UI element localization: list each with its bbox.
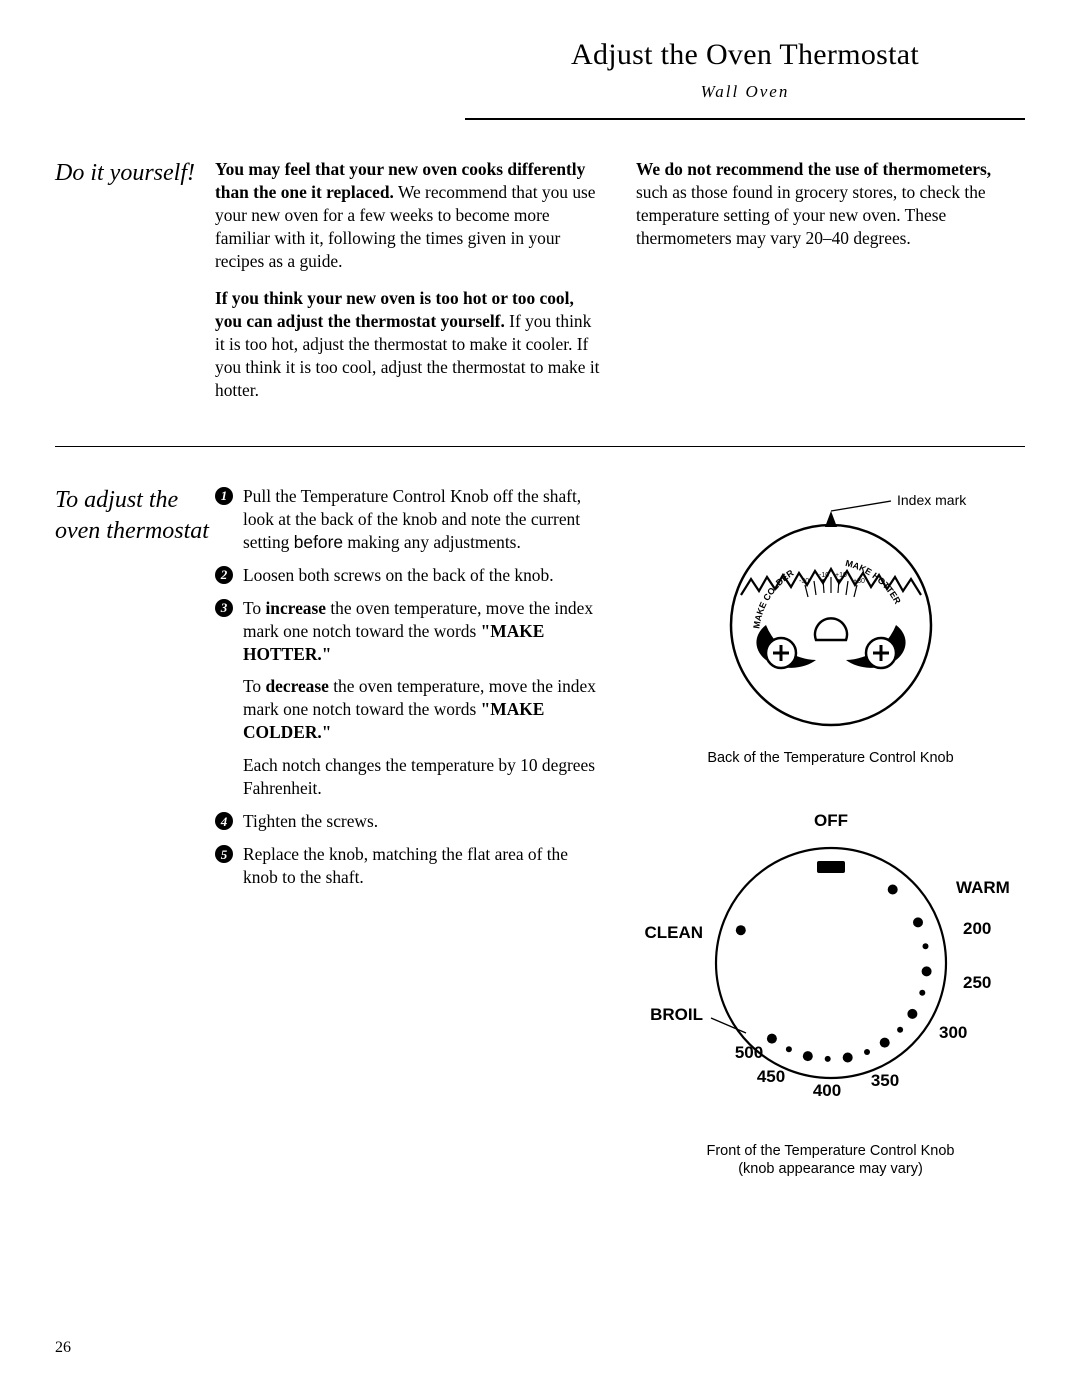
tick-neg10: -10 [819,572,829,579]
step-3: 3 To increase the oven temperature, move… [215,597,604,801]
step-3-num: 3 [215,599,233,617]
step-4: 4 Tighten the screws. [215,810,604,833]
step-3b-b1: decrease [265,676,328,696]
step-2: 2 Loosen both screws on the back of the … [215,564,604,587]
section2-steps: 1 Pull the Temperature Control Knob off … [215,485,604,1180]
figures-column: Index mark MAKE COLDER MAKE HOTTE [636,485,1025,1180]
dial-clean: CLEAN [644,923,703,942]
dial-450: 450 [756,1067,784,1086]
figure1-caption: Back of the Temperature Control Knob [707,749,953,768]
tick-pos30: +30 [853,578,865,585]
figure2-caption-l2: (knob appearance may vary) [738,1161,923,1177]
dial-500: 500 [734,1043,762,1062]
section1-col-right: We do not recommend the use of thermomet… [636,158,1025,416]
step-2-num: 2 [215,566,233,584]
step-5-num: 5 [215,845,233,863]
dial-off: OFF [814,811,848,830]
step-4-num: 4 [215,812,233,830]
dial-200: 200 [963,919,991,938]
step-3a-b1: increase [265,598,326,618]
make-colder-label: MAKE COLDER [751,567,796,629]
step-1-before: before [294,532,343,552]
step-2-text: Loosen both screws on the back of the kn… [243,565,554,585]
dial-300: 300 [939,1023,967,1042]
dial-350: 350 [870,1071,898,1090]
section1-label: Do it yourself! [55,158,215,416]
page-subtitle: Wall Oven [465,82,1025,102]
dial-broil: BROIL [650,1005,703,1024]
figure-front-knob: OFF WARM 200 250 300 350 400 450 500 BRO… [641,798,1021,1128]
figure2-caption-l1: Front of the Temperature Control Knob [707,1143,955,1159]
tick-pos10: +10 [835,572,847,579]
step-3c: Each notch changes the temperature by 10… [243,754,604,800]
page-title: Adjust the Oven Thermostat [465,38,1025,72]
step-1-text-b: making any adjustments. [343,532,521,552]
step-5-text: Replace the knob, matching the flat area… [243,844,568,887]
step-3a-pre: To [243,598,265,618]
dial-warm: WARM [956,878,1010,897]
step-1: 1 Pull the Temperature Control Knob off … [215,485,604,554]
section1-col-left: You may feel that your new oven cooks di… [215,158,604,416]
step-5: 5 Replace the knob, matching the flat ar… [215,843,604,889]
step-3b-pre: To [243,676,265,696]
figure-back-knob: Index mark MAKE COLDER MAKE HOTTE [681,485,981,735]
section2-label: To adjust the oven thermostat [55,485,215,1180]
page-number: 26 [55,1339,71,1357]
section-divider [55,446,1025,447]
header-rule [465,118,1025,120]
index-mark-label: Index mark [897,492,967,508]
step-4-text: Tighten the screws. [243,811,378,831]
dial-250: 250 [963,973,991,992]
dial-400: 400 [812,1081,840,1100]
svg-text:MAKE COLDER: MAKE COLDER [751,567,796,629]
s1r-p1-rest: such as those found in grocery stores, t… [636,182,986,248]
step-1-num: 1 [215,487,233,505]
s1r-p1-bold: We do not recommend the use of thermomet… [636,159,991,179]
tick-neg30: -30 [799,578,809,585]
